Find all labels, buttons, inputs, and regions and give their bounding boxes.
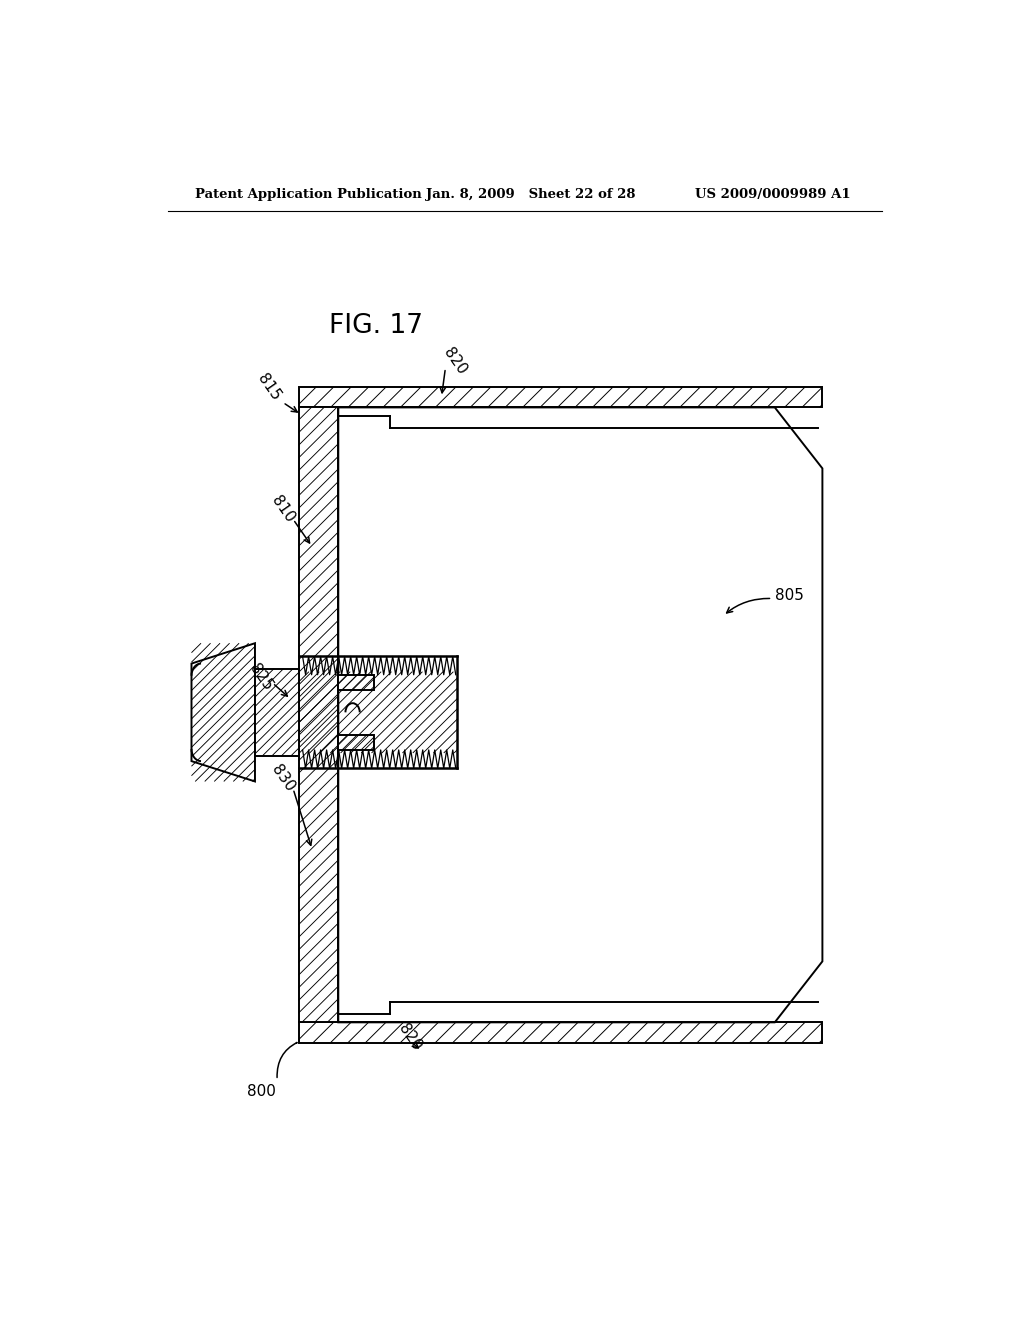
Text: 810: 810 <box>268 492 297 525</box>
Text: 830: 830 <box>268 762 297 795</box>
FancyArrowPatch shape <box>278 1043 297 1077</box>
Bar <box>299 1022 822 1043</box>
Bar <box>299 408 338 1022</box>
Text: 820: 820 <box>440 346 469 378</box>
Text: Patent Application Publication: Patent Application Publication <box>196 189 422 202</box>
Bar <box>338 675 374 690</box>
Bar <box>299 387 822 408</box>
Text: 825: 825 <box>247 660 275 693</box>
Text: 820: 820 <box>395 1022 424 1053</box>
Text: FIG. 17: FIG. 17 <box>329 313 423 339</box>
Text: 815: 815 <box>255 371 284 403</box>
Text: Jan. 8, 2009   Sheet 22 of 28: Jan. 8, 2009 Sheet 22 of 28 <box>426 189 635 202</box>
Bar <box>338 735 374 750</box>
Bar <box>255 669 299 756</box>
Text: 805: 805 <box>775 587 804 603</box>
Text: US 2009/0009989 A1: US 2009/0009989 A1 <box>695 189 851 202</box>
Text: 800: 800 <box>247 1084 275 1100</box>
Polygon shape <box>191 643 255 781</box>
